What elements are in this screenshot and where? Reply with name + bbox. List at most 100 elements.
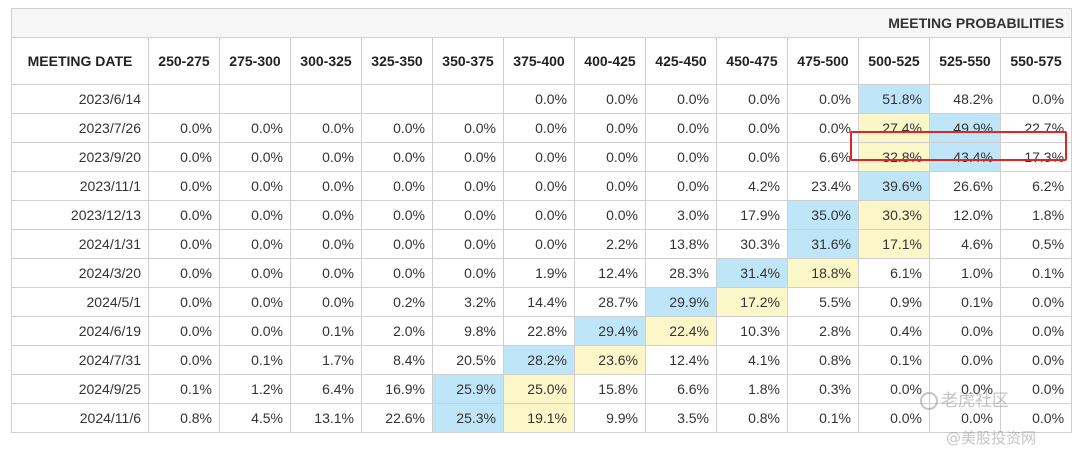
rate-column-header: 375-400 [503, 37, 575, 85]
probability-cell: 17.9% [716, 200, 788, 230]
meeting-date-cell: 2024/6/19 [11, 316, 149, 346]
probability-cell: 0.0% [503, 113, 575, 143]
probability-cell: 0.0% [999, 316, 1073, 346]
probability-cell: 0.0% [929, 345, 1001, 375]
probability-cell: 29.4% [574, 316, 646, 346]
probability-cell: 1.8% [716, 374, 788, 404]
meeting-date-cell: 2023/7/26 [11, 113, 149, 143]
probability-cell: 0.0% [432, 229, 504, 259]
rate-column-header: 350-375 [432, 37, 504, 85]
probability-cell: 30.3% [716, 229, 788, 259]
probability-cell: 0.0% [645, 171, 717, 201]
probability-cell: 0.0% [361, 229, 433, 259]
probability-cell: 0.0% [432, 200, 504, 230]
probability-cell: 48.2% [929, 84, 1001, 114]
probability-cell: 0.0% [219, 142, 291, 172]
probability-cell: 0.0% [219, 200, 291, 230]
meeting-date-cell: 2024/5/1 [11, 287, 149, 317]
probability-cell: 43.4% [929, 142, 1001, 172]
probability-cell: 27.4% [858, 113, 930, 143]
probability-cell: 28.2% [503, 345, 575, 375]
probability-cell: 5.5% [787, 287, 859, 317]
probability-cell: 0.8% [716, 403, 788, 433]
probability-cell: 0.1% [148, 374, 220, 404]
probability-cell: 0.0% [290, 171, 362, 201]
probability-cell: 0.0% [999, 287, 1073, 317]
probability-cell: 0.0% [999, 345, 1073, 375]
probability-cell: 3.5% [645, 403, 717, 433]
meeting-date-cell: 2024/7/31 [11, 345, 149, 375]
watermark-text: 老虎社区 [941, 391, 1009, 411]
probability-cell: 22.6% [361, 403, 433, 433]
probability-cell: 0.0% [999, 403, 1073, 433]
probability-cell: 0.0% [645, 113, 717, 143]
probability-cell: 1.2% [219, 374, 291, 404]
probability-cell: 0.0% [645, 142, 717, 172]
probability-cell: 26.6% [929, 171, 1001, 201]
probability-cell: 0.0% [148, 142, 220, 172]
probability-cell: 0.0% [574, 142, 646, 172]
table-title: MEETING PROBABILITIES [10, 8, 1073, 38]
probability-cell: 13.1% [290, 403, 362, 433]
watermark-handle: @美股投资网 [946, 429, 1037, 447]
column-header-row: MEETING DATE 250-275 275-300 300-325 325-35… [11, 37, 1073, 85]
meeting-date-cell: 2024/1/31 [11, 229, 149, 259]
probability-cell: 1.8% [999, 200, 1073, 230]
probability-cell: 30.3% [858, 200, 930, 230]
probability-cell: 2.0% [361, 316, 433, 346]
rate-column-header: 325-350 [361, 37, 433, 85]
probability-cell: 17.1% [858, 229, 930, 259]
probability-cell: 0.0% [219, 229, 291, 259]
probability-cell: 9.8% [432, 316, 504, 346]
probability-cell: 3.0% [645, 200, 717, 230]
rate-column-header: 400-425 [574, 37, 646, 85]
probability-cell: 0.0% [787, 84, 859, 114]
probability-cell [432, 84, 504, 114]
probability-cell: 0.0% [148, 345, 220, 375]
probability-cell: 0.0% [574, 84, 646, 114]
probability-cell: 0.0% [716, 142, 788, 172]
probability-cell: 10.3% [716, 316, 788, 346]
probability-cell: 49.9% [929, 113, 1001, 143]
probability-cell: 17.3% [999, 142, 1073, 172]
probability-cell: 0.0% [290, 287, 362, 317]
probability-cell: 0.8% [787, 345, 859, 375]
table-row: 2024/7/31 0.0% 0.1% 1.7% 8.4% 20.5% 28.2% 23.6%… [11, 345, 1073, 375]
probability-cell: 13.8% [645, 229, 717, 259]
probability-cell: 0.1% [929, 287, 1001, 317]
probability-cell: 0.0% [787, 113, 859, 143]
table-row: 2023/11/1 0.0% 0.0% 0.0% 0.0% 0.0% 0.0% 0.0% 0.0… [11, 171, 1073, 201]
probability-cell: 0.0% [290, 142, 362, 172]
probability-cell: 0.1% [219, 345, 291, 375]
rate-column-header: 425-450 [645, 37, 717, 85]
probability-cell: 0.0% [503, 229, 575, 259]
probability-cell: 0.0% [361, 113, 433, 143]
probability-cell: 1.9% [503, 258, 575, 288]
probability-cell: 0.1% [858, 345, 930, 375]
table-row: 2024/5/1 0.0% 0.0% 0.0% 0.2% 3.2% 14.4% 28.7% 29… [11, 287, 1073, 317]
probability-cell: 16.9% [361, 374, 433, 404]
probability-cell: 9.9% [574, 403, 646, 433]
probability-cell: 31.4% [716, 258, 788, 288]
probability-cell: 29.9% [645, 287, 717, 317]
probability-cell: 4.5% [219, 403, 291, 433]
probability-cell: 0.0% [858, 374, 930, 404]
probability-cell: 0.0% [574, 171, 646, 201]
rate-column-header: 475-500 [787, 37, 859, 85]
meeting-date-cell: 2024/11/6 [11, 403, 149, 433]
rate-column-header: 450-475 [716, 37, 788, 85]
probability-cell: 0.0% [290, 229, 362, 259]
probability-cell: 0.8% [148, 403, 220, 433]
probability-cell: 0.0% [929, 374, 1001, 404]
meeting-date-cell: 2023/6/14 [11, 84, 149, 114]
probability-cell: 0.4% [858, 316, 930, 346]
rate-column-header: 525-550 [929, 37, 1001, 85]
probability-cell: 31.6% [787, 229, 859, 259]
probability-cell: 17.2% [716, 287, 788, 317]
probability-cell: 0.0% [503, 142, 575, 172]
table-row: 2024/3/20 0.0% 0.0% 0.0% 0.0% 0.0% 1.9% 12.4% 28… [11, 258, 1073, 288]
probability-cell: 0.0% [503, 84, 575, 114]
probability-cell: 6.1% [858, 258, 930, 288]
probability-cell: 0.0% [290, 113, 362, 143]
probability-cell: 0.0% [999, 84, 1073, 114]
